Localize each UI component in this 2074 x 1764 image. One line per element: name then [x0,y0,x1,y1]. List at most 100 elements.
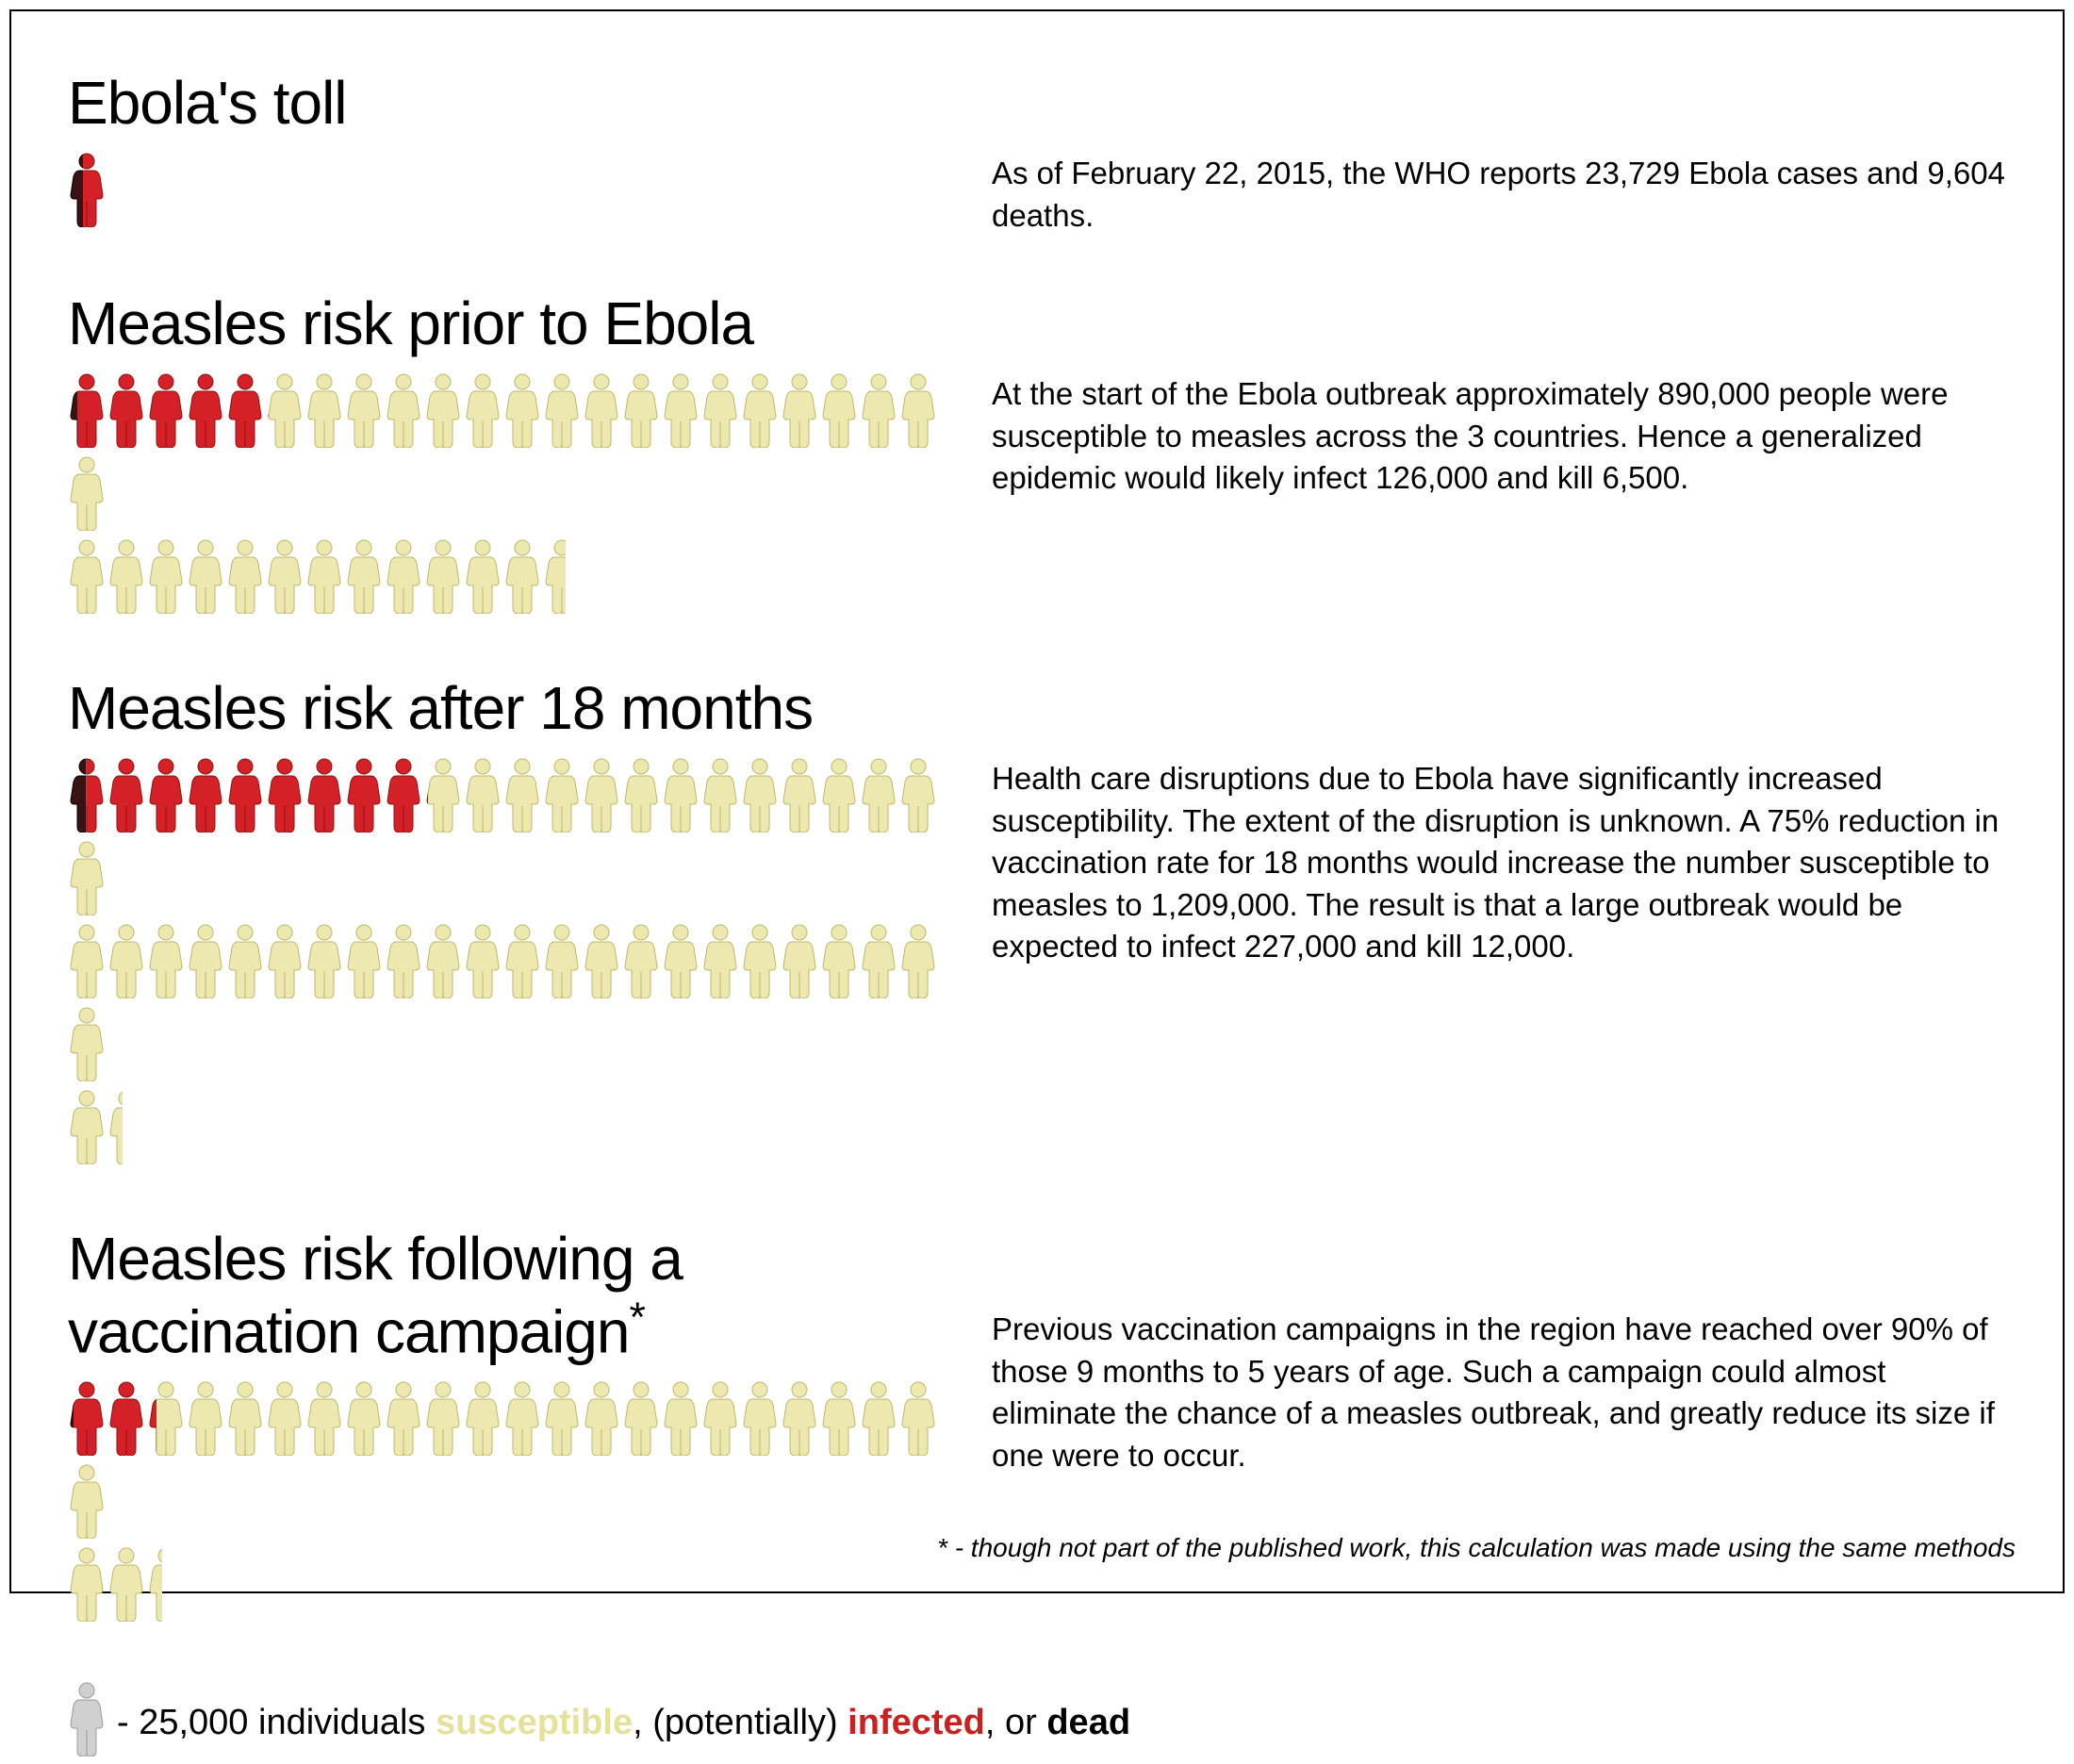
icon-row [68,1380,973,1629]
person-icon [187,1380,224,1456]
person-icon [860,923,897,998]
person-icon [424,757,462,833]
person-icon [266,372,304,448]
person-icon [187,923,224,998]
person-icon [345,757,383,833]
person-icon [820,923,858,998]
person-icon [899,372,937,448]
person-icon [781,1380,818,1456]
person-icon [464,923,502,998]
person-icon [68,757,106,833]
person-icon [741,757,779,833]
person-icon [305,757,343,833]
person-icon [68,372,106,448]
person-icon [107,538,145,614]
sections-container: Ebola's toll As of February 22, 2015, th… [68,68,2016,1629]
legend-prefix: - 25,000 individuals [117,1703,436,1742]
legend-dead: dead [1046,1703,1130,1742]
legend-susceptible: susceptible [436,1703,633,1742]
section-heading: Ebola's toll [68,68,973,138]
footnote: * - though not part of the published wor… [937,1533,2016,1563]
person-icon [187,538,224,614]
person-icon [701,1380,739,1456]
person-icon [583,923,620,998]
person-icon [147,538,185,614]
person-icon [662,757,700,833]
section-heading: Measles risk prior to Ebola [68,289,973,358]
person-icon [385,538,422,614]
person-icon [583,757,620,833]
section-ebola: Ebola's toll As of February 22, 2015, th… [68,68,2016,237]
person-icon [820,757,858,833]
section-left: Measles risk following a vaccination cam… [68,1224,973,1629]
person-icon [622,372,660,448]
section-right: Health care disruptions due to Ebola hav… [973,673,2016,968]
icon-row [68,372,973,621]
person-icon [226,757,264,833]
person-icon [543,1380,581,1456]
person-icon [68,1546,106,1622]
person-icon [147,757,185,833]
person-icon [543,538,581,614]
section-heading: Measles risk after 18 months [68,673,973,743]
person-icon [226,538,264,614]
person-icon [860,1380,897,1456]
person-icon [741,372,779,448]
person-icon [266,757,304,833]
section-left: Measles risk after 18 months [68,673,973,1172]
person-icon [820,1380,858,1456]
heading-sup: * [629,1294,644,1341]
person-icon [464,538,502,614]
legend: - 25,000 individuals susceptible, (poten… [68,1681,2016,1764]
legend-sep1: , (potentially) [633,1703,848,1742]
person-icon [305,1380,343,1456]
infographic-page: Ebola's toll As of February 22, 2015, th… [9,9,2065,1593]
person-icon [860,757,897,833]
person-icon [503,923,541,998]
section-campaign: Measles risk following a vaccination cam… [68,1224,2016,1629]
person-icon [820,372,858,448]
person-icon [583,1380,620,1456]
person-icon [741,1380,779,1456]
person-icon [503,538,541,614]
person-icon [68,455,106,531]
person-icon [701,372,739,448]
person-icon [781,757,818,833]
person-icon [345,1380,383,1456]
person-icon [424,1380,462,1456]
person-icon [385,372,422,448]
person-icon [68,152,106,227]
legend-text: - 25,000 individuals susceptible, (poten… [117,1703,1130,1743]
person-icon [464,1380,502,1456]
section-desc: Health care disruptions due to Ebola hav… [992,758,2016,968]
person-icon [107,372,145,448]
person-icon [147,923,185,998]
person-icon [899,923,937,998]
section-left: Measles risk prior to Ebola [68,289,973,621]
person-icon [345,538,383,614]
legend-infected: infected [848,1703,985,1742]
person-icon [187,757,224,833]
person-icon [226,923,264,998]
person-icon [662,923,700,998]
person-icon [464,372,502,448]
person-icon [741,923,779,998]
person-icon [662,1380,700,1456]
person-icon [701,757,739,833]
person-icon [147,1546,185,1622]
person-icon [424,372,462,448]
person-icon [622,757,660,833]
person-icon [503,757,541,833]
person-icon [107,923,145,998]
person-icon [266,923,304,998]
person-icon [68,923,106,998]
person-icon [68,1380,106,1456]
person-icon [860,372,897,448]
person-icon [68,1006,106,1081]
person-icon [187,372,224,448]
person-icon [107,757,145,833]
person-icon [305,538,343,614]
person-icon-legend [68,1681,106,1756]
person-icon [226,372,264,448]
section-desc: Previous vaccination campaigns in the re… [992,1309,2016,1476]
